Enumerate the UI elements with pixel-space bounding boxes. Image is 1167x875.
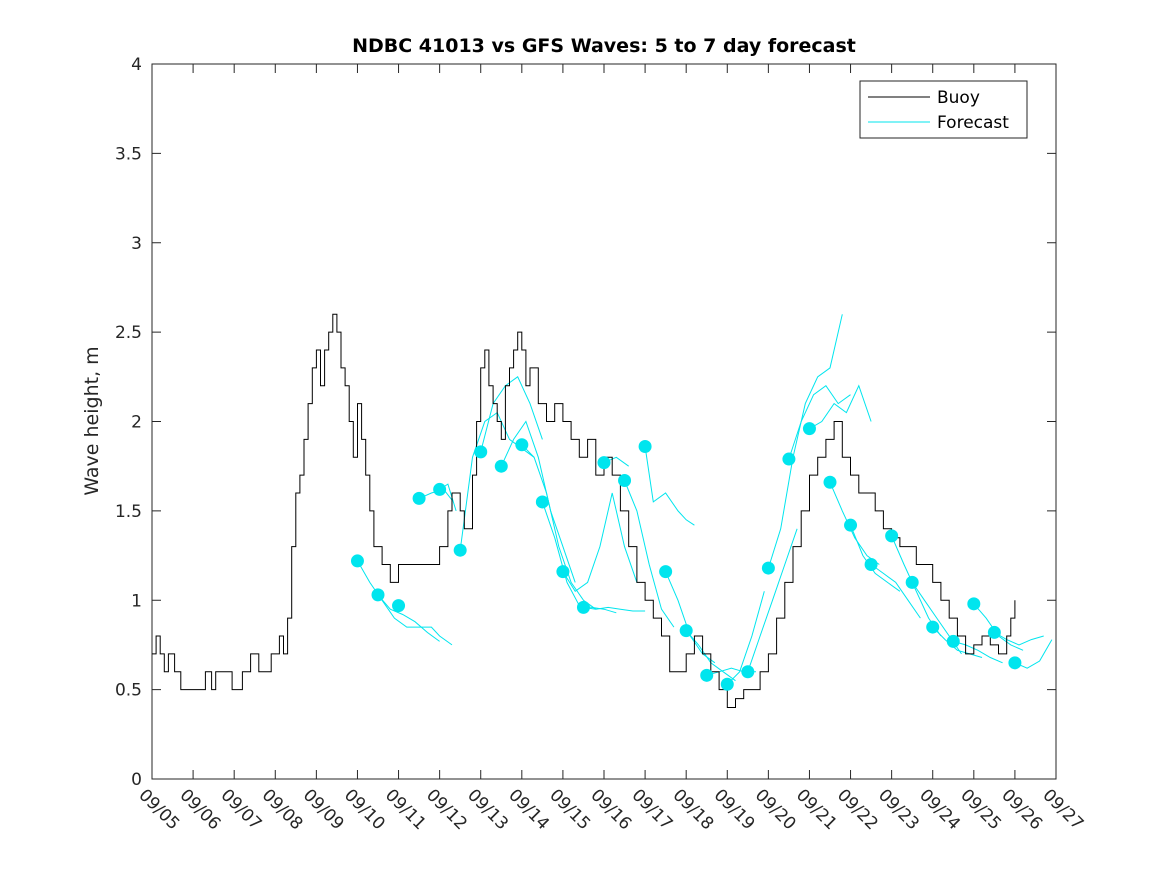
forecast-line <box>521 444 597 610</box>
forecast-line <box>870 564 921 619</box>
forecast-marker <box>453 543 467 557</box>
forecast-marker <box>967 597 981 611</box>
forecast-marker <box>720 677 734 691</box>
forecast-marker <box>823 475 837 489</box>
y-tick-label: 2.5 <box>115 323 142 343</box>
forecast-line <box>953 640 1003 664</box>
forecast-marker <box>1008 656 1022 670</box>
forecast-marker <box>905 575 919 589</box>
forecast-marker <box>802 422 816 436</box>
forecast-line <box>624 480 675 628</box>
forecast-marker <box>864 558 878 571</box>
forecast-marker <box>782 452 796 466</box>
forecast-marker <box>392 599 406 613</box>
y-tick-label: 1 <box>131 591 142 611</box>
forecast-line <box>480 376 543 453</box>
buoy-line <box>152 313 1016 708</box>
series-layer <box>152 313 1053 708</box>
forecast-line <box>644 446 695 526</box>
legend-buoy-label: Buoy <box>937 88 980 108</box>
forecast-marker <box>474 445 488 459</box>
forecast-line <box>1014 639 1053 669</box>
forecast-marker <box>535 495 549 509</box>
legend-box <box>859 80 1028 139</box>
y-tick-label: 3 <box>131 234 142 254</box>
y-axis: 0 0.5 1 1.5 2 2.5 3 3.5 4 <box>115 55 1056 790</box>
plot-area <box>151 63 1057 780</box>
y-tick-label: 0 <box>131 770 142 790</box>
forecast-marker <box>761 561 775 575</box>
forecast-marker <box>412 491 426 505</box>
forecast-marker <box>597 456 611 470</box>
forecast-line <box>994 631 1044 646</box>
forecast-marker <box>926 620 940 634</box>
legend: Buoy Forecast <box>859 80 1028 139</box>
y-tick-label: 4 <box>131 55 142 75</box>
forecast-marker <box>494 459 508 473</box>
forecast-marker <box>350 554 364 568</box>
legend-forecast-label: Forecast <box>937 113 1009 133</box>
forecast-line <box>500 420 576 583</box>
forecast-line <box>767 314 843 569</box>
forecast-line <box>377 594 440 642</box>
forecast-line <box>583 606 646 612</box>
forecast-marker <box>741 665 755 679</box>
forecast-marker <box>618 473 632 487</box>
forecast-line <box>562 492 638 593</box>
forecast-marker <box>638 440 652 454</box>
forecast-marker <box>700 668 714 682</box>
forecast-marker <box>556 565 570 579</box>
forecast-line <box>809 384 872 430</box>
forecast-marker <box>515 438 529 452</box>
y-tick-label: 2 <box>131 413 142 433</box>
forecast-marker <box>946 634 960 648</box>
forecast-line <box>850 525 901 592</box>
y-tick-label: 3.5 <box>115 144 142 164</box>
forecast-line <box>788 384 851 460</box>
forecast-marker <box>659 565 673 579</box>
forecast-marker <box>679 624 693 638</box>
forecast-marker <box>885 529 899 543</box>
forecast-line <box>932 626 983 658</box>
forecast-marker <box>433 482 447 496</box>
forecast-line <box>357 560 453 646</box>
forecast-line <box>747 528 798 672</box>
forecast-line <box>726 591 765 685</box>
forecast-marker <box>371 588 385 602</box>
y-tick-label: 0.5 <box>115 681 142 701</box>
forecast-marker <box>576 600 590 614</box>
y-axis-label: Wave height, m <box>81 346 103 495</box>
forecast-marker <box>844 518 858 532</box>
forecast-marker <box>987 625 1001 639</box>
chart-title: NDBC 41013 vs GFS Waves: 5 to 7 day fore… <box>352 35 856 57</box>
y-tick-label: 1.5 <box>115 502 142 522</box>
